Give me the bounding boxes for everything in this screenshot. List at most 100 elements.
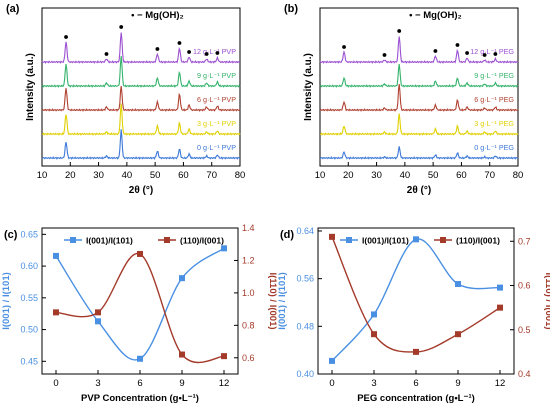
x-tick-label: 70 [206, 170, 217, 181]
series-label: 3 g·L⁻¹ PVP [197, 119, 236, 128]
xrd-trace [319, 64, 519, 88]
data-point-left [329, 357, 335, 364]
y-left-tick-label: 0.60 [20, 261, 38, 271]
y-right-tick-label: 1.4 [242, 223, 255, 233]
y-right-tick-label: 0.7 [518, 236, 531, 246]
x-tick-label: 60 [178, 170, 189, 181]
peak-marker [465, 51, 469, 55]
data-point-left [221, 245, 227, 252]
legend: • − Mg(OH)₂ [409, 10, 462, 21]
y-left-tick-label: 0.56 [296, 274, 314, 284]
legend-marker-left [70, 237, 76, 243]
y-left-tick-label: 0.45 [20, 356, 38, 366]
peak-marker [382, 53, 387, 57]
legend-marker-right [164, 237, 170, 243]
series-label: 12 g·L⁻¹ PEG [470, 47, 514, 56]
x-tick-label: 70 [484, 170, 495, 181]
y-right-axis-label: I(110) / I(001) [267, 272, 278, 329]
xrd-trace [319, 84, 519, 112]
y-left-tick-label: 0.48 [296, 321, 314, 331]
data-point-left [455, 281, 461, 288]
legend-marker-right [440, 237, 446, 243]
x-tick-label: 12 [219, 378, 230, 389]
peak-marker [482, 53, 487, 57]
panel-label: (b) [284, 3, 298, 15]
data-point-right [53, 309, 59, 316]
peak-marker [119, 25, 124, 29]
x-axis-label: PEG concentration (g•L⁻¹) [357, 393, 475, 404]
y-left-tick-label: 0.50 [20, 325, 38, 335]
x-tick-label: 6 [137, 378, 142, 389]
series-label: 3 g·L⁻¹ PEG [474, 119, 514, 128]
x-tick-label: 10 [315, 170, 326, 181]
series-label: 12 g·L⁻¹ PVP [193, 47, 236, 56]
peak-marker [64, 35, 68, 39]
y-left-axis-label: I(001) / I(101) [277, 272, 288, 330]
x-tick-label: 6 [413, 378, 418, 389]
x-tick-label: 40 [122, 170, 133, 181]
data-point-left [53, 252, 59, 259]
legend-label-right: (110)/I(001) [456, 236, 500, 246]
series-label: 6 g·L⁻¹ PVP [197, 95, 236, 104]
panel-label: (c) [4, 229, 18, 241]
y-left-tick-label: 0.55 [20, 293, 38, 303]
y-axis-label: Intensity (a.u.) [303, 53, 314, 121]
data-point-left [371, 311, 377, 318]
xrd-trace [319, 36, 519, 64]
data-point-right [455, 331, 461, 338]
y-left-axis-label: I(001) / I(101) [1, 272, 12, 330]
data-point-right [497, 304, 503, 311]
y-right-tick-label: 0.8 [242, 320, 255, 330]
x-tick-label: 0 [329, 378, 334, 389]
data-point-right [329, 233, 335, 240]
peak-marker [187, 50, 191, 54]
x-tick-label: 0 [53, 378, 58, 389]
data-point-right [137, 250, 143, 257]
data-point-right [221, 353, 227, 360]
plot-frame [41, 227, 239, 375]
x-tick-label: 9 [179, 378, 184, 389]
peak-marker [104, 52, 109, 56]
peak-marker [433, 49, 438, 53]
series-label: 9 g·L⁻¹ PEG [474, 71, 514, 80]
panel-a-xrd-pvp: 10 20 30 40 50 60 70 80 2θ (°) Intensity (a.u.) (a… [6, 3, 245, 196]
series-label: 9 g·L⁻¹ PVP [197, 71, 236, 80]
peak-marker [215, 51, 220, 55]
data-point-left [137, 355, 143, 362]
x-tick-label: 30 [93, 170, 104, 181]
x-tick-label: 12 [495, 378, 506, 389]
plot-frame [41, 7, 241, 167]
series-curve-right [55, 252, 225, 364]
y-right-tick-label: 0.5 [518, 325, 531, 335]
x-tick-label: 60 [456, 170, 467, 181]
data-point-left [179, 275, 185, 282]
x-tick-label: 50 [428, 170, 439, 181]
y-right-axis-label: I(110) / I(001) [543, 272, 550, 329]
x-axis-label: 2θ (°) [407, 185, 431, 196]
legend-label-left: I(001)/I(101) [86, 236, 133, 246]
y-left-tick-label: 0.64 [296, 226, 314, 236]
peak-marker [397, 29, 402, 33]
x-tick-label: 50 [150, 170, 161, 181]
data-point-right [95, 309, 101, 316]
x-axis-label: 2θ (°) [129, 185, 153, 196]
panel-b-xrd-peg: 10 20 30 40 50 60 70 80 2θ (°) Intensity (a.u.) (b… [284, 3, 523, 196]
x-tick-label: 20 [343, 170, 354, 181]
series-label: 6 g·L⁻¹ PEG [474, 95, 514, 104]
xrd-trace [41, 32, 241, 64]
panel-label: (d) [280, 229, 294, 241]
xrd-trace [319, 113, 519, 136]
xrd-trace [319, 146, 519, 160]
peak-marker [204, 52, 209, 56]
x-tick-label: 10 [37, 170, 48, 181]
plot-frame [319, 7, 519, 167]
data-point-right [413, 348, 419, 355]
y-left-tick-label: 0.40 [296, 369, 314, 379]
x-tick-label: 80 [235, 170, 246, 181]
data-point-left [95, 318, 101, 325]
xrd-trace [41, 56, 241, 88]
panel-c-ratio-pvp: 0 3 6 9 12 0.45 0.50 0.55 0.60 0.65 0.6 0.8 1.0 1.2 1.… [1, 223, 278, 404]
panel-d-ratio-peg: 0 3 6 9 12 0.40 0.48 0.56 0.64 0.4 0.5 0.6 0.7 PEG co… [277, 226, 550, 404]
data-point-right [179, 351, 185, 358]
